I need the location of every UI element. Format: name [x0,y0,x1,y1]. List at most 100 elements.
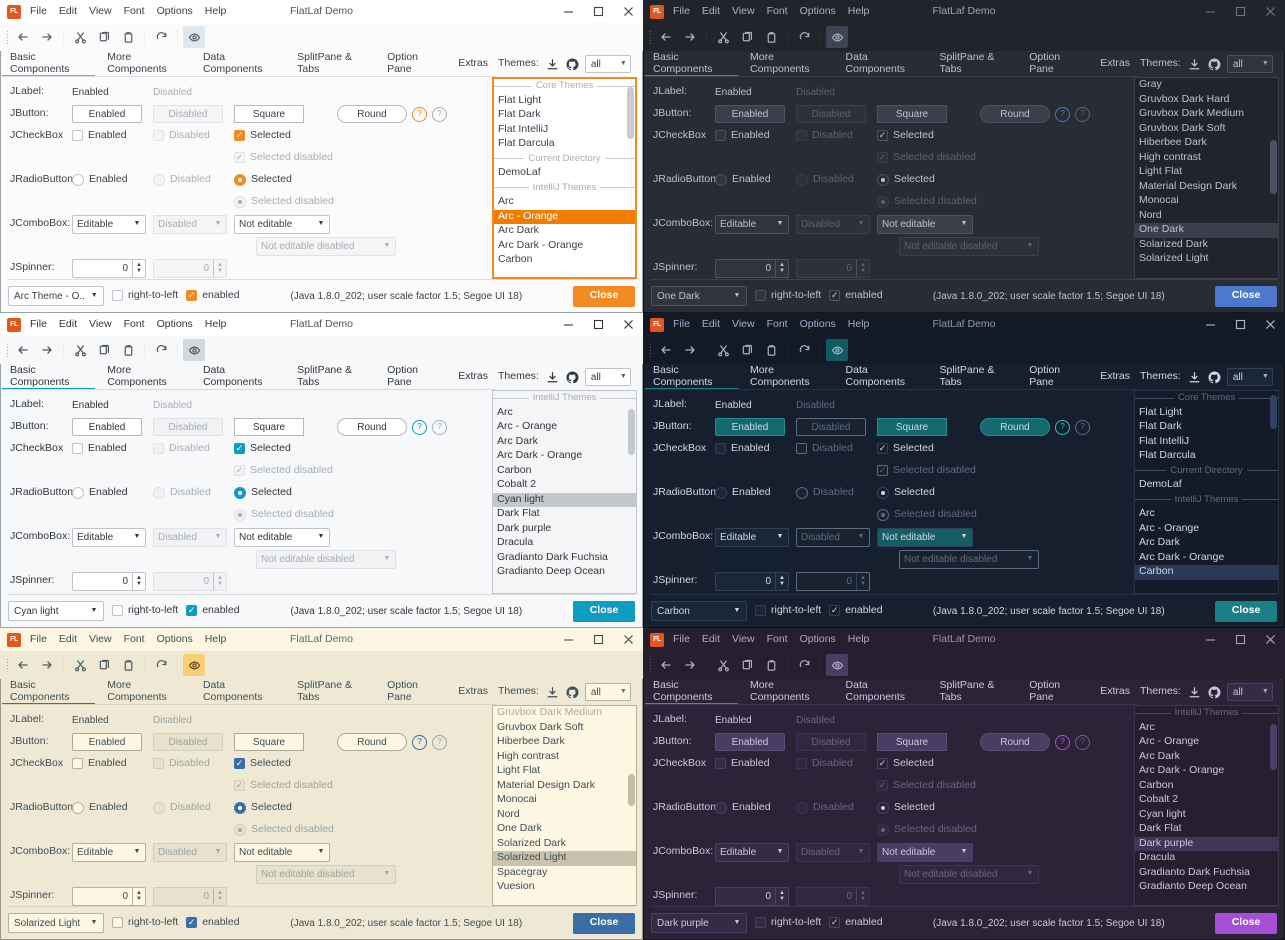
themes-list-item[interactable]: Arc Dark [1139,749,1180,762]
jcombobox-editable[interactable]: Editable ▼ [72,527,146,547]
tab-strip[interactable]: Basic Components More Components Data Comp… [0,679,498,705]
themes-list-item[interactable]: Gradianto Deep Ocean [497,565,605,578]
cut-button[interactable] [69,654,91,676]
jcombobox-editable[interactable]: Editable ▼ [72,842,146,862]
themes-list-item[interactable]: Spacegray [497,865,548,878]
checkbox-checked-icon[interactable] [234,758,245,770]
jcombobox-not-editable[interactable]: Not editable ▼ [234,842,330,862]
jbutton-round[interactable]: Round [337,733,407,751]
minimize-button[interactable] [553,0,583,23]
window-controls[interactable] [1195,0,1285,23]
copy-button[interactable] [93,654,115,676]
window-controls[interactable] [1195,628,1285,651]
close-dialog-button[interactable]: Close [573,912,635,934]
themes-list-item[interactable]: Dark Flat [497,507,540,520]
jbutton-round[interactable]: Round [337,105,407,123]
menu-item-font[interactable]: Font [123,632,145,645]
close-button[interactable] [613,313,643,336]
menu-item-font[interactable]: Font [123,317,145,330]
themes-list-item[interactable]: Dark purple [497,521,552,534]
themes-list-item[interactable]: Gruvbox Dark Medium [497,706,603,719]
cut-button[interactable] [712,26,734,48]
themes-filter-combobox[interactable]: all ▼ [1226,55,1273,73]
themes-list-item[interactable]: High contrast [497,749,559,762]
themes-list-item[interactable]: Gruvbox Dark Medium [1139,107,1245,120]
themes-list-item[interactable]: Gruvbox Dark Soft [1139,121,1226,134]
themes-list-item[interactable]: Solarized Light [493,851,636,866]
jspinner-enabled[interactable]: 0 ▲ ▼ [715,258,789,278]
right-to-left-checkbox[interactable]: right-to-left [112,605,178,617]
menu-item-help[interactable]: Help [847,317,870,330]
tab-option-pane[interactable]: Option Pane [387,51,418,75]
menu-item-font[interactable]: Font [123,4,145,17]
menu-item-font[interactable]: Font [766,317,788,330]
themes-list-item[interactable]: Cyan light [1139,807,1186,820]
checkbox-checked-icon[interactable] [234,130,245,142]
help-button[interactable]: ? [412,106,427,122]
jradiobutton-enabled[interactable]: Enabled [72,174,128,186]
back-button[interactable] [12,654,34,676]
tab-data-components[interactable]: Data Components [845,364,906,388]
theme-selector-combobox[interactable]: Cyan light ▼ [8,601,104,621]
jcheckbox-enabled[interactable]: Enabled [715,758,770,770]
menu-bar[interactable]: File Edit View Font Options Help [673,317,870,331]
themes-list-item[interactable]: Flat Dark [498,108,541,121]
paste-button[interactable] [117,339,139,361]
themes-list-item[interactable]: Light Flat [497,764,541,777]
right-to-left-checkbox[interactable]: right-to-left [755,605,821,617]
tab-more-components[interactable]: More Components [107,364,167,388]
tab-strip[interactable]: Basic Components More Components Data Comp… [0,51,498,77]
tab-option-pane[interactable]: Option Pane [387,679,418,703]
themes-filter-combobox[interactable]: all ▼ [584,368,631,386]
jcombobox-editable[interactable]: Editable ▼ [715,214,789,234]
themes-list-item[interactable]: DemoLaf [1139,478,1182,491]
enabled-checkbox[interactable]: enabled [829,290,883,302]
jcombobox-editable[interactable]: Editable ▼ [715,842,789,862]
themes-list-item[interactable]: One Dark [1135,223,1278,238]
minimize-button[interactable] [1195,313,1225,336]
theme-selector-combobox[interactable]: Arc Theme - O... ▼ [8,286,104,306]
tab-data-components[interactable]: Data Components [202,51,263,75]
themes-list-item[interactable]: Arc - Orange [494,209,635,224]
themes-list-item[interactable]: Monocai [497,793,537,806]
copy-button[interactable] [736,339,758,361]
themes-list-item[interactable]: Cobalt 2 [1139,793,1179,806]
help-button[interactable]: ? [1055,734,1070,750]
themes-list-item[interactable]: Carbon [498,253,533,266]
download-icon[interactable] [545,369,561,385]
flatlaf-demo-window-arc-orange[interactable]: FL File Edit View Font Options Help FlatLaf D… [0,0,643,313]
toolbar-grip[interactable] [647,658,654,672]
themes-list[interactable]: Gray Gruvbox Dark Hard Gruvbox Dark Medium… [1134,77,1279,279]
jcheckbox-selected[interactable]: Selected [234,130,291,142]
tab-splitpane-tabs[interactable]: SplitPane & Tabs [939,364,995,388]
close-dialog-button[interactable]: Close [1215,285,1277,307]
checkbox-icon[interactable] [755,605,766,617]
jbutton-square[interactable]: Square [234,733,304,751]
themes-list[interactable]: IntelliJ Themes Arc Arc - Orange Arc Dark Ar… [492,390,637,594]
jbutton-enabled[interactable]: Enabled [72,418,142,436]
forward-button[interactable] [36,339,58,361]
checkbox-icon[interactable] [72,443,83,455]
flatlaf-demo-window-carbon[interactable]: FL File Edit View Font Options Help FlatLaf D… [643,313,1285,628]
minimize-button[interactable] [553,313,583,336]
themes-list-item[interactable]: Carbon [1139,778,1174,791]
menu-item-help[interactable]: Help [847,632,870,645]
flatlaf-demo-window-dark-purple[interactable]: FL File Edit View Font Options Help FlatLaf D… [643,628,1285,940]
checkbox-checked-icon[interactable] [877,758,888,770]
menu-item-help[interactable]: Help [204,632,227,645]
help-button[interactable]: ? [412,419,427,435]
themes-list-scrollbar-thumb[interactable] [627,87,634,139]
themes-list-item[interactable]: One Dark [497,822,542,835]
tab-data-components[interactable]: Data Components [202,679,263,703]
close-button[interactable] [613,0,643,23]
back-button[interactable] [12,26,34,48]
menu-item-edit[interactable]: Edit [58,317,78,330]
jcombobox-editable[interactable]: Editable ▼ [72,214,146,234]
menu-item-edit[interactable]: Edit [58,632,78,645]
jbutton-square[interactable]: Square [234,105,304,123]
checkbox-icon[interactable] [715,130,726,142]
theme-selector-combobox[interactable]: Carbon ▼ [651,601,747,621]
tab-option-pane[interactable]: Option Pane [1029,364,1061,388]
refresh-button[interactable] [793,26,815,48]
menu-item-options[interactable]: Options [799,632,836,645]
